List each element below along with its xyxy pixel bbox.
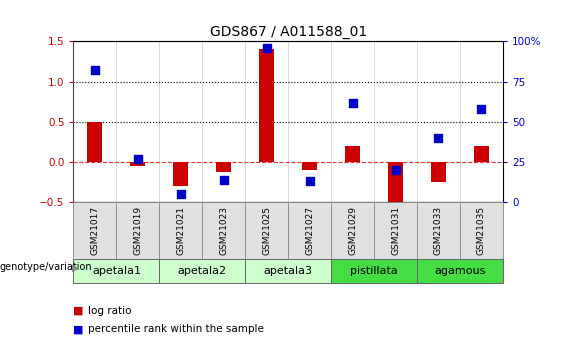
Bar (460, 203, 503, 259)
Text: GSM21031: GSM21031 (391, 206, 400, 255)
Text: GSM21033: GSM21033 (434, 206, 443, 255)
Text: apetala3: apetala3 (264, 266, 312, 276)
Bar (345, 146, 360, 162)
Bar (331, 259, 417, 283)
Bar (288, 203, 331, 259)
Point (434, 135, 443, 141)
Text: apetala2: apetala2 (178, 266, 227, 276)
Text: GSM21035: GSM21035 (477, 206, 486, 255)
Text: percentile rank within the sample: percentile rank within the sample (88, 325, 263, 334)
Point (262, 45, 271, 51)
Bar (302, 162, 317, 170)
Bar (245, 203, 288, 259)
Bar (131, 162, 145, 166)
Bar (431, 162, 446, 182)
Text: ▶: ▶ (72, 263, 79, 272)
Point (90, 68, 99, 73)
Text: GSM21019: GSM21019 (133, 206, 142, 255)
Point (219, 177, 228, 183)
Point (391, 167, 400, 173)
Bar (202, 203, 245, 259)
Point (477, 106, 486, 112)
Text: ■: ■ (73, 325, 84, 334)
Text: log ratio: log ratio (88, 306, 131, 315)
Title: GDS867 / A011588_01: GDS867 / A011588_01 (210, 25, 367, 39)
Text: genotype/variation: genotype/variation (0, 263, 93, 272)
Bar (374, 203, 417, 259)
Bar (88, 122, 102, 162)
Point (305, 179, 314, 184)
Bar (331, 203, 374, 259)
Text: GSM21017: GSM21017 (90, 206, 99, 255)
Text: GSM21023: GSM21023 (219, 206, 228, 255)
Text: agamous: agamous (434, 266, 485, 276)
Text: GSM21029: GSM21029 (348, 206, 357, 255)
Bar (173, 162, 188, 186)
Bar (73, 203, 116, 259)
Bar (245, 259, 331, 283)
Text: GSM21025: GSM21025 (262, 206, 271, 255)
Bar (259, 49, 274, 162)
Text: GSM21027: GSM21027 (305, 206, 314, 255)
Bar (159, 203, 202, 259)
Bar (116, 203, 159, 259)
Text: apetala1: apetala1 (92, 266, 141, 276)
Point (133, 156, 142, 162)
Bar (417, 259, 503, 283)
Point (176, 191, 185, 197)
Bar (159, 259, 245, 283)
Bar (388, 162, 403, 210)
Text: ■: ■ (73, 306, 84, 315)
Text: pistillata: pistillata (350, 266, 398, 276)
Text: GSM21021: GSM21021 (176, 206, 185, 255)
Bar (216, 162, 231, 172)
Bar (474, 146, 489, 162)
Point (348, 100, 357, 105)
Bar (417, 203, 460, 259)
Bar (73, 259, 159, 283)
